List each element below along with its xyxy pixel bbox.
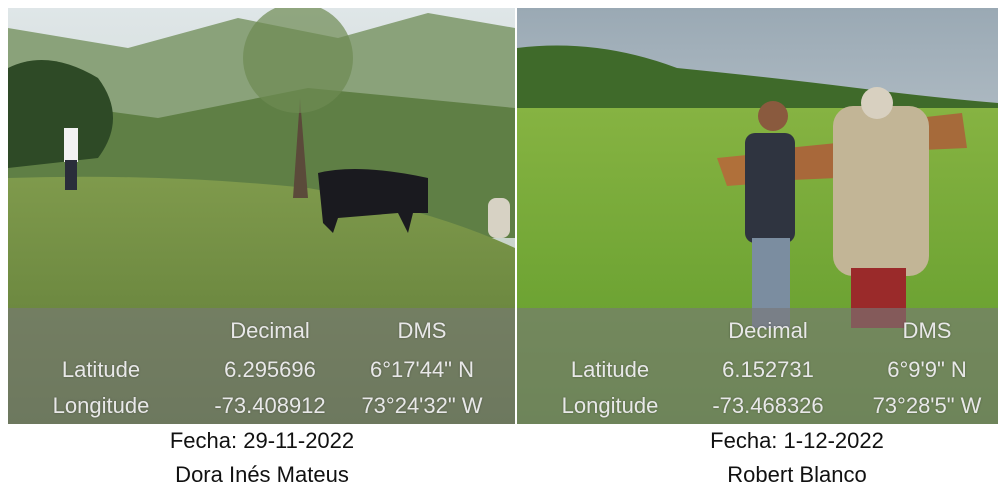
decimal-value: 6.152731: [722, 357, 814, 382]
photo-left: Decimal DMS Latitude 6.295696 6°17'44" N…: [8, 8, 515, 424]
row-label: Longitude: [561, 393, 659, 418]
header-cell: DMS: [397, 318, 447, 343]
decimal-value: 6.295696: [224, 357, 316, 382]
date-caption: Fecha: 29-11-2022: [169, 428, 355, 453]
name-caption: Robert Blanco: [727, 462, 867, 487]
row-label: Longitude: [52, 393, 150, 418]
photo-right: Decimal DMS Latitude 6.152731 6°9'9" N L…: [517, 8, 998, 424]
header-cell: Decimal: [230, 318, 310, 343]
header-cell: Decimal: [728, 318, 808, 343]
header-cell: DMS: [902, 318, 952, 343]
coordinates-overlay: Decimal DMS Latitude 6.295696 6°17'44" N…: [8, 308, 515, 424]
row-label: Latitude: [570, 357, 650, 382]
date-caption: Fecha: 1-12-2022: [710, 428, 884, 453]
dms-value: 73°24'32" W: [361, 393, 483, 418]
decimal-value: -73.468326: [712, 393, 824, 418]
dms-value: 6°17'44" N: [370, 357, 474, 382]
coordinates-overlay: Decimal DMS Latitude 6.152731 6°9'9" N L…: [517, 308, 998, 424]
row-label: Latitude: [61, 357, 141, 382]
name-caption: Dora Inés Mateus: [175, 462, 349, 487]
dms-value: 73°28'5" W: [872, 393, 982, 418]
dms-value: 6°9'9" N: [887, 357, 967, 382]
landscape: [8, 8, 515, 424]
decimal-value: -73.408912: [214, 393, 326, 418]
